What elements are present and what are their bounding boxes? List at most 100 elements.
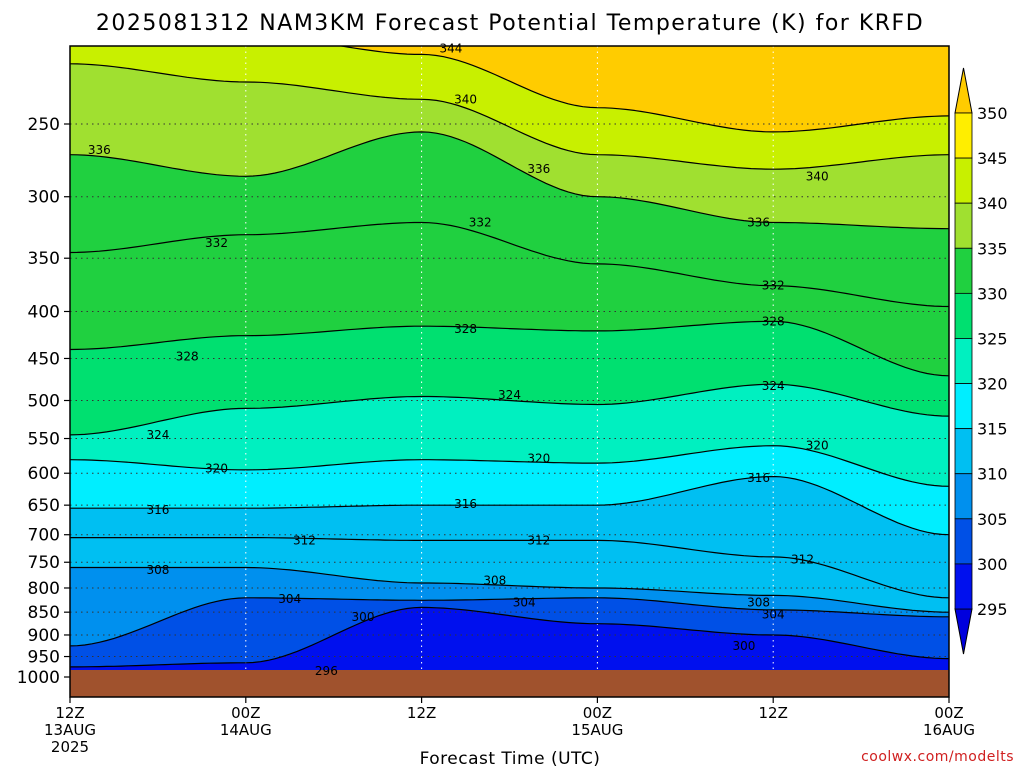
credit-text: coolwx.com/modelts <box>861 749 1014 765</box>
contour-label: 316 <box>146 503 169 517</box>
colorbar-tick-label: 315 <box>977 420 1008 439</box>
x-tick-label: 12Z <box>55 704 84 722</box>
contour-label: 304 <box>278 592 301 606</box>
contour-label: 340 <box>806 169 829 183</box>
colorbar-swatch <box>954 292 973 339</box>
contour-332 <box>70 221 949 308</box>
contour-label: 308 <box>747 596 770 610</box>
x-tick-label: 12Z <box>407 704 436 722</box>
contour-label: 320 <box>527 451 550 465</box>
chart-title: 2025081312 NAM3KM Forecast Potential Tem… <box>96 11 924 36</box>
y-tick-label: 750 <box>28 553 60 573</box>
theta-contours <box>70 46 949 672</box>
y-tick-label: 650 <box>28 496 60 516</box>
contour-label: 316 <box>747 471 770 485</box>
contour-300 <box>70 606 949 668</box>
y-tick-label: 850 <box>28 603 60 623</box>
colorbar-tick-label: 335 <box>977 239 1008 258</box>
contour-label: 328 <box>762 314 785 328</box>
x-tick-label: 14AUG <box>220 721 272 739</box>
pressure-axis: 250 300 350 400 450 500 550 600 650 700 750 800 850 9… <box>17 115 70 688</box>
contour-label: 300 <box>732 639 755 653</box>
y-tick-label: 500 <box>28 392 60 412</box>
colorbar-tick-label: 325 <box>977 329 1008 348</box>
colorbar-tick-label: 305 <box>977 510 1008 529</box>
colorbar-swatch <box>954 563 973 610</box>
colorbar-arrow-bottom <box>954 608 973 655</box>
x-tick-label: 2025 <box>51 738 89 756</box>
contour-label: 332 <box>205 236 228 250</box>
plot-frame <box>69 45 950 698</box>
contour-304 <box>70 597 949 647</box>
contour-label: 312 <box>527 533 550 547</box>
contour-label: 324 <box>146 428 169 442</box>
y-tick-label: 250 <box>28 115 60 135</box>
y-tick-label: 1000 <box>17 668 60 688</box>
colorbar-arrow-top <box>954 67 973 114</box>
grid-lines <box>70 46 949 697</box>
contour-label: 336 <box>527 162 550 176</box>
y-tick-label: 450 <box>28 349 60 369</box>
colorbar-swatch <box>954 338 973 384</box>
contour-340 <box>70 63 949 170</box>
colorbar-swatch <box>954 473 973 520</box>
contour-label: 336 <box>88 143 111 157</box>
contour-label: 320 <box>806 439 829 453</box>
x-tick-label: 13AUG <box>44 721 96 739</box>
contour-label: 332 <box>469 215 492 229</box>
contour-label: 320 <box>205 462 228 476</box>
colorbar-tick-label: 345 <box>977 149 1008 168</box>
x-tick-label: 00Z <box>231 704 260 722</box>
contour-label: 296 <box>315 664 338 678</box>
y-tick-label: 400 <box>28 302 60 322</box>
contour-label: 312 <box>293 533 316 547</box>
contour-308 <box>70 566 949 613</box>
contour-label: 328 <box>176 350 199 364</box>
x-tick-label: 12Z <box>759 704 788 722</box>
contour-label: 308 <box>483 573 506 587</box>
y-tick-label: 350 <box>28 249 60 269</box>
colorbar-tick-label: 300 <box>977 555 1008 574</box>
contour-label: 336 <box>747 215 770 229</box>
colorbar-swatch <box>954 247 973 294</box>
colorbar-swatch <box>954 112 973 159</box>
y-tick-label: 800 <box>28 579 60 599</box>
colorbar-swatch <box>954 202 973 249</box>
contour-label: 344 <box>439 42 462 56</box>
y-tick-label: 900 <box>28 626 60 646</box>
contour-label: 328 <box>454 322 477 336</box>
y-tick-label: 300 <box>28 188 60 208</box>
contour-label: 340 <box>454 92 477 106</box>
contour-344 <box>337 46 949 133</box>
contour-324 <box>70 383 949 436</box>
colorbar: 350 345 340 335 330 325 320 315 310 305 300 295 <box>954 67 1008 655</box>
contour-328 <box>70 320 949 377</box>
theta-color-fill <box>70 46 949 697</box>
colorbar-swatch <box>954 518 973 565</box>
x-tick-label: 00Z <box>934 704 963 722</box>
contour-label: 324 <box>498 388 521 402</box>
colorbar-tick-label: 310 <box>977 465 1008 484</box>
surface-ground <box>70 670 949 697</box>
contour-label: 324 <box>762 379 785 393</box>
y-tick-label: 950 <box>28 648 60 668</box>
colorbar-tick-label: 330 <box>977 284 1008 303</box>
contour-label: 300 <box>352 610 375 624</box>
colorbar-tick-label: 320 <box>977 375 1008 394</box>
contour-label: 316 <box>454 497 477 511</box>
colorbar-tick-label: 295 <box>977 600 1008 619</box>
contour-336 <box>70 131 949 230</box>
contour-label: 304 <box>513 596 536 610</box>
y-tick-label: 600 <box>28 464 60 484</box>
x-tick-label: 16AUG <box>923 721 975 739</box>
contour-label: 312 <box>791 553 814 567</box>
x-tick-label: 15AUG <box>571 721 623 739</box>
contour-label: 304 <box>762 608 785 622</box>
colorbar-tick-label: 340 <box>977 194 1008 213</box>
colorbar-swatch <box>954 428 973 475</box>
x-axis-label: Forecast Time (UTC) <box>420 749 601 768</box>
x-tick-label: 00Z <box>583 704 612 722</box>
